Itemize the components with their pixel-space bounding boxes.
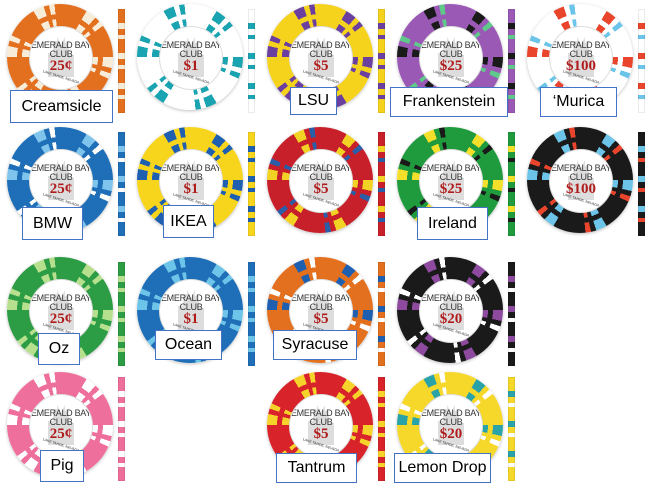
chip-center: EMERALD BAY CLUB $100 LAKE TAHOE, NEVADA [549,26,613,90]
chip-denomination: $5 [313,426,329,442]
chip-edge-view [638,132,645,236]
poker-chip: EMERALD BAY CLUB 25¢ LAKE TAHOE, NEVADA [7,4,113,110]
poker-chip: EMERALD BAY CLUB 25¢ LAKE TAHOE, NEVADA [7,257,113,363]
chip-edge-view [378,132,385,236]
chip-center: EMERALD BAY CLUB 25¢ LAKE TAHOE, NEVADA [29,26,93,90]
chip-name-label: ‘Murica [540,87,617,117]
chip-name-label: Tantrum [276,453,357,483]
club-name: EMERALD BAY CLUB [290,293,352,312]
club-name: EMERALD BAY CLUB [290,40,352,59]
chip-denomination: $5 [313,181,329,197]
chip-center: EMERALD BAY CLUB 25¢ LAKE TAHOE, NEVADA [29,279,93,343]
chip-denomination: 25¢ [49,58,73,74]
club-name: EMERALD BAY CLUB [160,293,222,312]
chip-name-label: Oz [38,333,80,365]
chip-denomination: $20 [439,311,463,327]
chip-name-label: Creamsicle [10,90,113,123]
poker-chip: EMERALD BAY CLUB $20 LAKE TAHOE, NEVADA [397,257,503,363]
club-name: EMERALD BAY CLUB [290,163,352,182]
chip-edge-view [118,9,125,113]
chip-center: EMERALD BAY CLUB $20 LAKE TAHOE, NEVADA [419,394,483,458]
chip-denomination: $20 [439,426,463,442]
chip-denomination: 25¢ [49,426,73,442]
club-name: EMERALD BAY CLUB [30,293,92,312]
chip-edge-view [508,132,515,236]
club-name: EMERALD BAY CLUB [420,163,482,182]
chip-denomination: $25 [439,58,463,74]
chip-edge-view [118,377,125,481]
club-name: EMERALD BAY CLUB [30,40,92,59]
chip-name-label: Ireland [417,207,488,240]
poker-chip: EMERALD BAY CLUB $100 LAKE TAHOE, NEVADA [527,127,633,233]
chip-denomination: $1 [183,311,199,327]
club-name: EMERALD BAY CLUB [30,163,92,182]
chip-center: EMERALD BAY CLUB 25¢ LAKE TAHOE, NEVADA [29,149,93,213]
chip-center: EMERALD BAY CLUB $25 LAKE TAHOE, NEVADA [419,26,483,90]
chip-edge-view [508,377,515,481]
chip-denomination: $1 [183,58,199,74]
club-name: EMERALD BAY CLUB [160,163,222,182]
chip-edge-view [638,9,645,113]
chip-denomination: $1 [183,181,199,197]
club-name: EMERALD BAY CLUB [550,163,612,182]
chip-name-label: Pig [40,450,84,482]
chip-denomination: 25¢ [49,181,73,197]
chip-center: EMERALD BAY CLUB $20 LAKE TAHOE, NEVADA [419,279,483,343]
chip-name-label: BMW [22,207,83,240]
chip-denomination: $100 [566,181,596,197]
chip-denomination: $25 [439,181,463,197]
club-name: EMERALD BAY CLUB [160,40,222,59]
chip-name-label: Syracuse [273,330,357,360]
club-name: EMERALD BAY CLUB [550,40,612,59]
chip-edge-view [248,9,255,113]
chip-edge-view [378,262,385,366]
chip-denomination: $100 [566,58,596,74]
club-name: EMERALD BAY CLUB [30,408,92,427]
club-name: EMERALD BAY CLUB [420,408,482,427]
chip-denomination: $5 [313,58,329,74]
chip-denomination: 25¢ [49,311,73,327]
club-name: EMERALD BAY CLUB [420,40,482,59]
chip-edge-view [508,262,515,366]
chip-denomination: $5 [313,311,329,327]
chip-center: EMERALD BAY CLUB 25¢ LAKE TAHOE, NEVADA [29,394,93,458]
poker-chip: EMERALD BAY CLUB $20 LAKE TAHOE, NEVADA [397,372,503,478]
club-name: EMERALD BAY CLUB [290,408,352,427]
chip-center: EMERALD BAY CLUB $100 LAKE TAHOE, NEVADA [549,149,613,213]
chip-edge-view [248,262,255,366]
chip-edge-view [248,132,255,236]
chip-edge-view [378,9,385,113]
club-name: EMERALD BAY CLUB [420,293,482,312]
chip-name-label: Ocean [155,330,222,360]
chip-edge-view [378,377,385,481]
chip-name-label: Lemon Drop [394,453,491,483]
chip-name-label: IKEA [163,205,214,238]
chip-name-label: Frankenstein [390,87,508,117]
chip-center: EMERALD BAY CLUB $25 LAKE TAHOE, NEVADA [419,149,483,213]
chip-edge-view [118,132,125,236]
chip-name-label: LSU [290,87,337,115]
chip-edge-view [508,9,515,113]
chip-edge-view [118,262,125,366]
